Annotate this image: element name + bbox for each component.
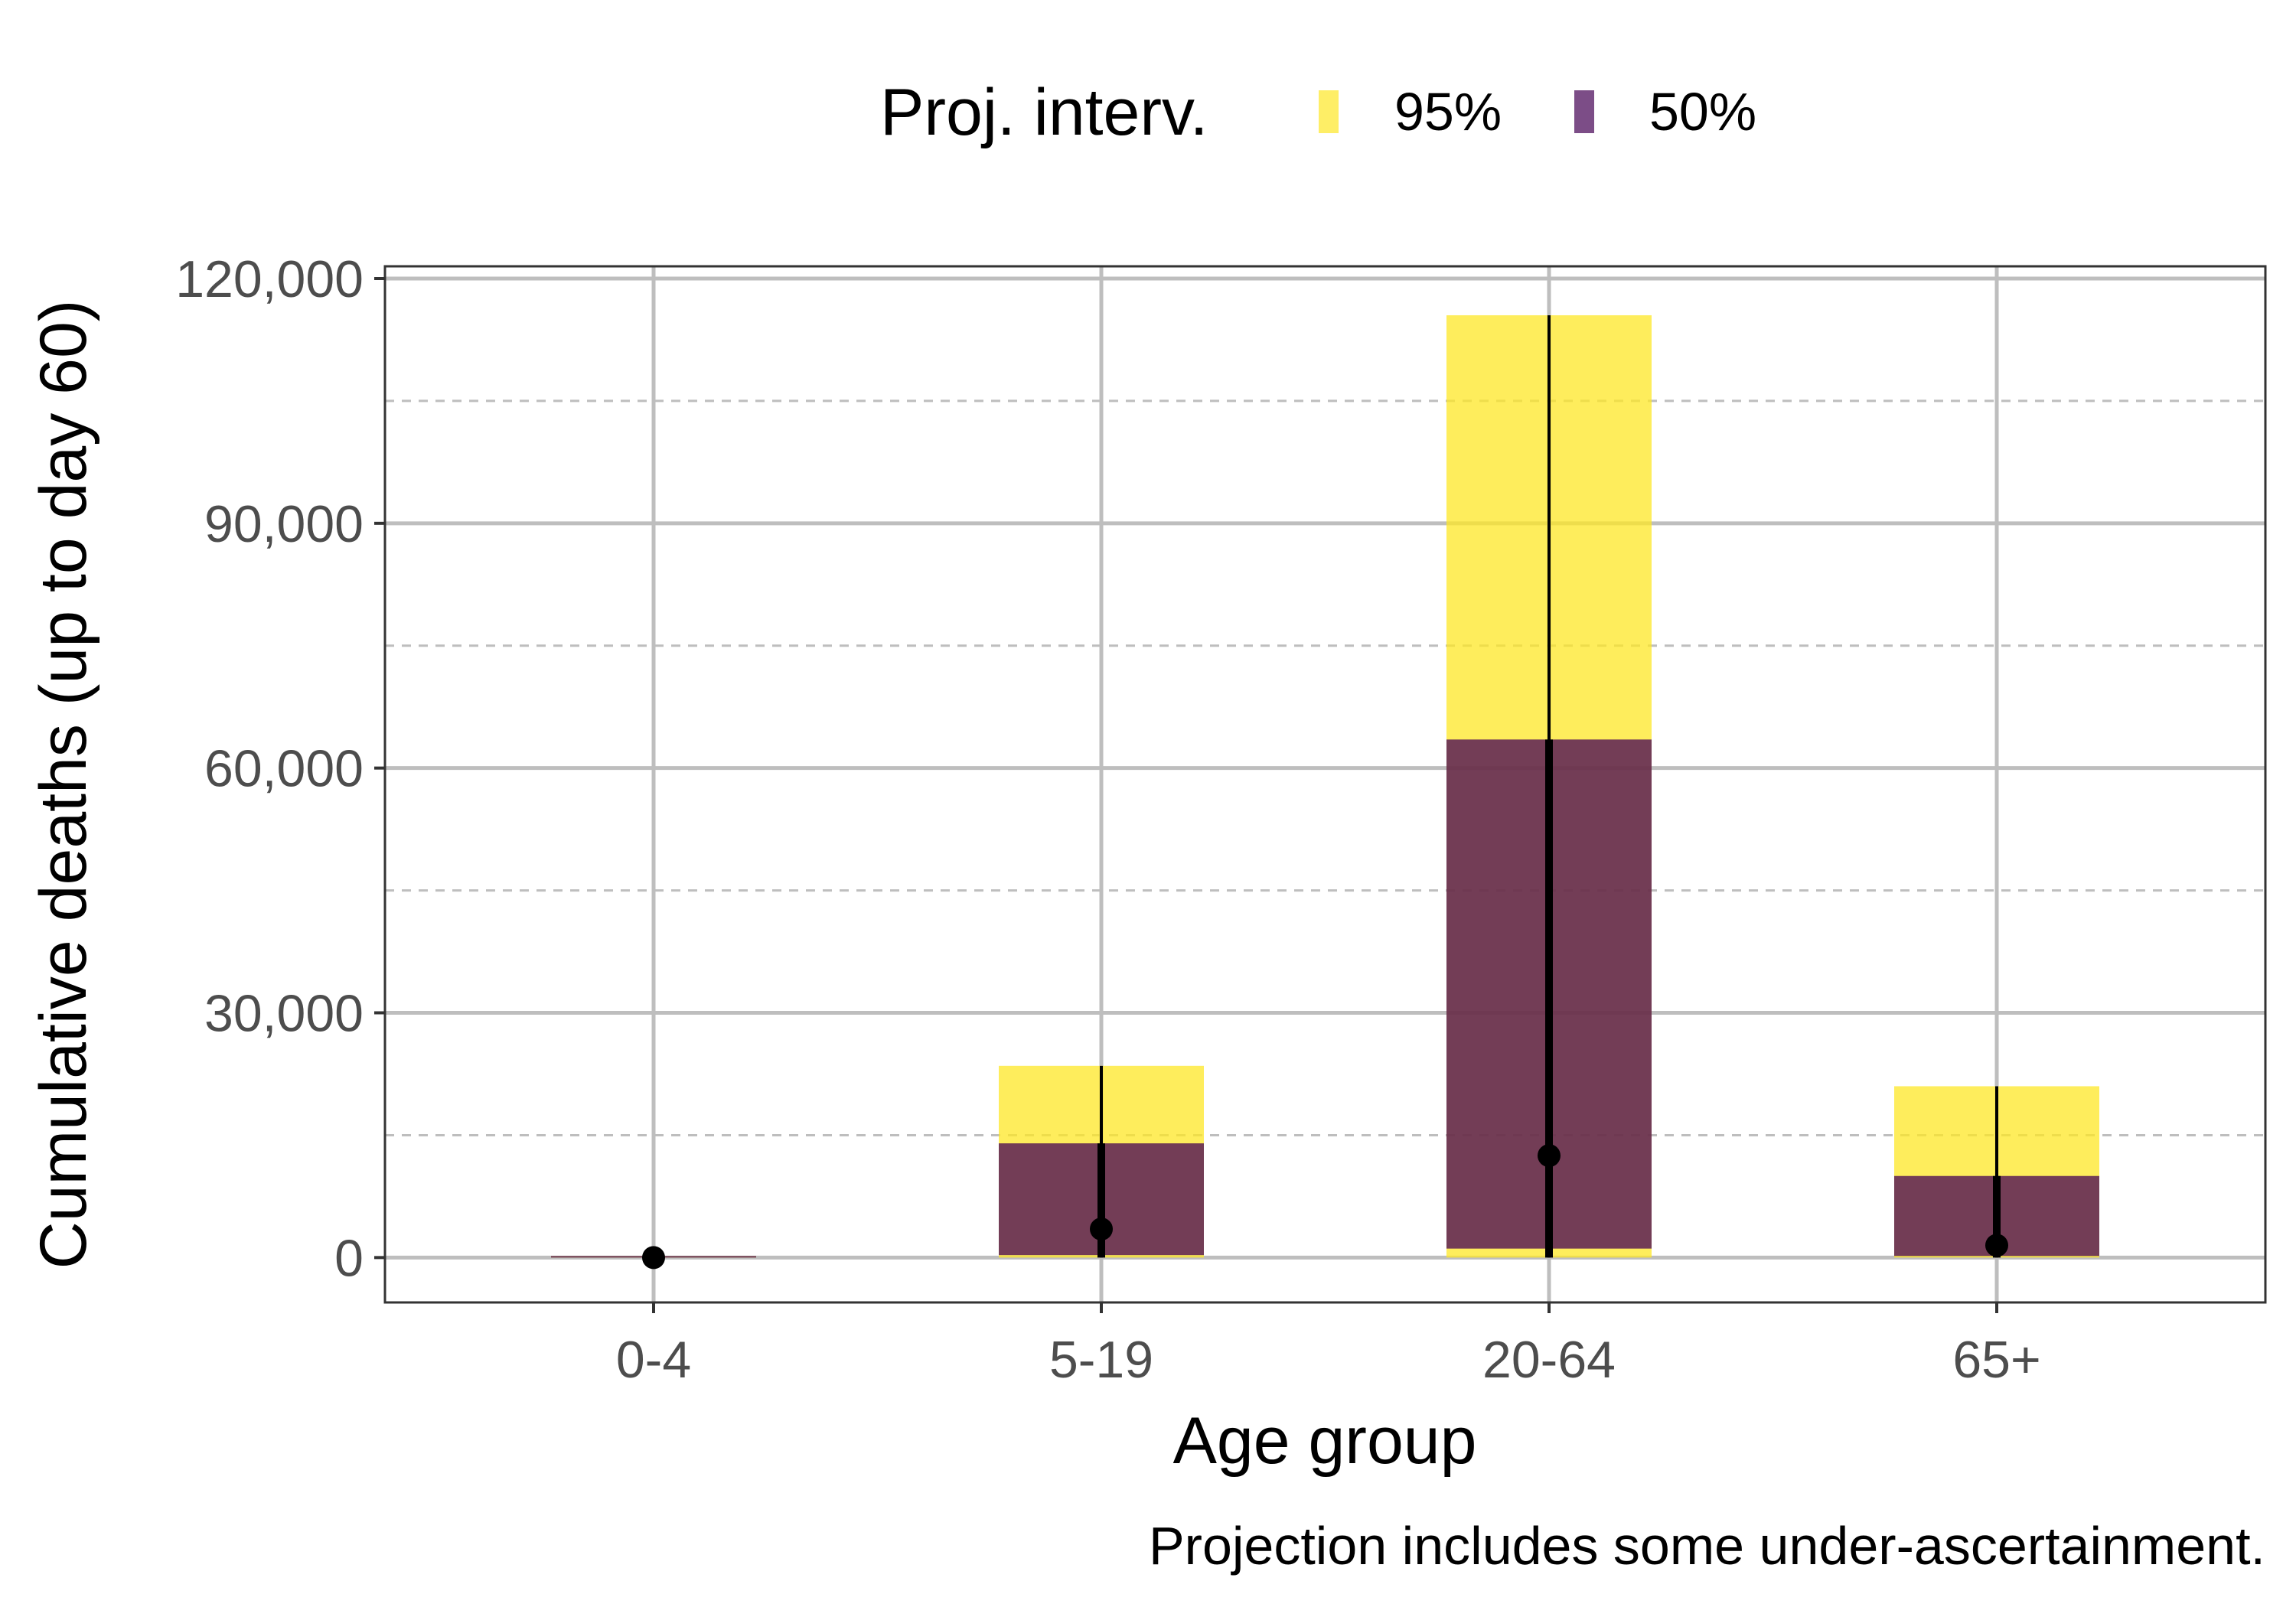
legend-title: Proj. interv. [880, 76, 1208, 149]
bars [551, 315, 2099, 1258]
y-tick-label: 60,000 [204, 740, 364, 798]
x-axis: 0-4 5-19 20-64 65+ [616, 1302, 2041, 1389]
y-tick-label: 0 [334, 1229, 364, 1287]
x-tick-label: 5-19 [1049, 1331, 1153, 1389]
y-axis-title: Cumulative deaths (up to day 60) [27, 300, 100, 1270]
legend-swatch-95 [1319, 90, 1339, 133]
legend: Proj. interv. 95% 50% [880, 76, 1756, 149]
y-axis: 0 30,000 60,000 90,000 120,000 [175, 250, 385, 1287]
x-tick-label: 0-4 [616, 1331, 691, 1389]
error-bars [642, 315, 2008, 1270]
caption: Projection includes some under-ascertain… [1149, 1516, 2265, 1576]
median-point-5-19 [1090, 1217, 1113, 1241]
y-tick-label: 30,000 [204, 985, 364, 1043]
legend-label-50: 50% [1649, 82, 1756, 142]
median-point-0-4 [642, 1246, 665, 1270]
median-point-20-64 [1538, 1144, 1561, 1168]
x-axis-title: Age group [1173, 1404, 1477, 1478]
y-tick-label: 90,000 [204, 495, 364, 553]
legend-swatch-50 [1574, 90, 1594, 133]
median-point-65+ [1985, 1234, 2008, 1257]
legend-label-95: 95% [1394, 82, 1502, 142]
x-tick-label: 65+ [1952, 1331, 2040, 1389]
x-tick-label: 20-64 [1482, 1331, 1616, 1389]
y-tick-label: 120,000 [175, 250, 364, 308]
panel-border [383, 265, 2267, 1304]
